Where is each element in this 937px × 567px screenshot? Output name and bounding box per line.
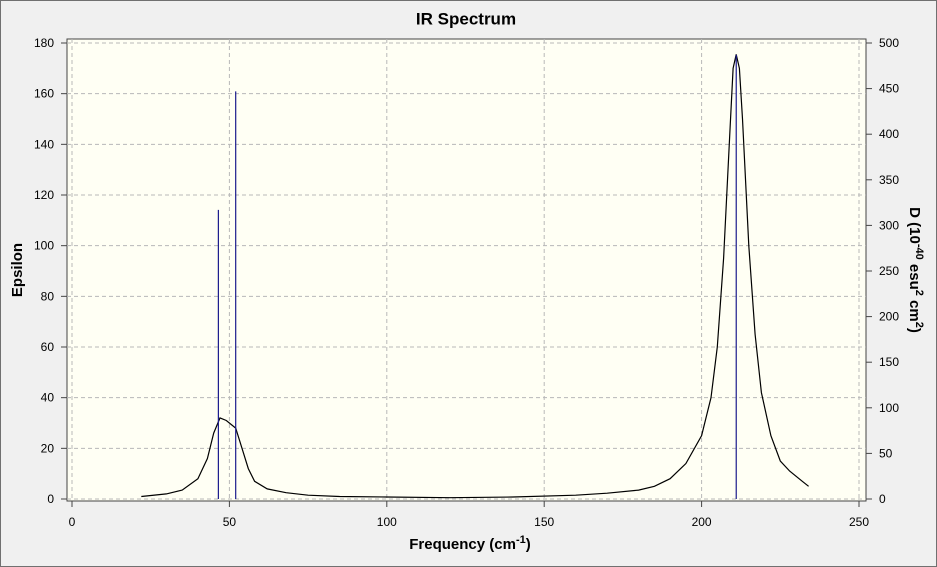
x-tick-label: 150 bbox=[534, 515, 554, 529]
y2-tick-label: 400 bbox=[879, 127, 899, 141]
y-tick-label: 120 bbox=[34, 188, 54, 202]
x-tick-label: 50 bbox=[223, 515, 237, 529]
y-tick-label: 140 bbox=[34, 137, 54, 151]
y-tick-label: 160 bbox=[34, 87, 54, 101]
y2-tick-label: 300 bbox=[879, 218, 899, 232]
superscript: -40 bbox=[913, 244, 925, 260]
label-part: cm bbox=[906, 296, 923, 322]
label-part: Frequency (cm bbox=[409, 536, 516, 553]
y2-tick-label: 100 bbox=[879, 401, 899, 415]
x-tick-label: 200 bbox=[692, 515, 712, 529]
superscript: -1 bbox=[516, 534, 526, 546]
y-tick-label: 180 bbox=[34, 36, 54, 50]
y2-tick-label: 450 bbox=[879, 82, 899, 96]
y-axis-label: Epsilon bbox=[9, 243, 26, 297]
label-part: ) bbox=[906, 328, 923, 333]
label-part: D (10 bbox=[906, 207, 923, 244]
chart-title: IR Spectrum bbox=[416, 9, 516, 28]
label-part: ) bbox=[526, 536, 531, 553]
y-tick-label: 80 bbox=[41, 289, 55, 303]
y2-tick-label: 0 bbox=[879, 492, 886, 506]
y-tick-label: 20 bbox=[41, 441, 55, 455]
y2-tick-label: 200 bbox=[879, 310, 899, 324]
superscript: 2 bbox=[913, 290, 925, 296]
y-tick-label: 40 bbox=[41, 391, 55, 405]
y2-tick-label: 250 bbox=[879, 264, 899, 278]
label-part: esu bbox=[906, 260, 923, 290]
superscript: 2 bbox=[913, 322, 925, 328]
x-tick-label: 250 bbox=[849, 515, 869, 529]
y-tick-label: 100 bbox=[34, 239, 54, 253]
y2-axis-label: D (10-40 esu2 cm2) bbox=[906, 207, 925, 333]
y2-tick-label: 50 bbox=[879, 446, 893, 460]
spectrum-line bbox=[141, 54, 809, 499]
x-tick-label: 0 bbox=[69, 515, 76, 529]
y2-tick-label: 500 bbox=[879, 36, 899, 50]
y2-tick-label: 350 bbox=[879, 173, 899, 187]
x-axis-label: Frequency (cm-1) bbox=[409, 534, 530, 553]
y2-tick-label: 150 bbox=[879, 355, 899, 369]
y-tick-label: 60 bbox=[41, 340, 55, 354]
x-tick-label: 100 bbox=[377, 515, 397, 529]
y-tick-label: 0 bbox=[47, 492, 54, 506]
plot-area bbox=[66, 38, 867, 502]
